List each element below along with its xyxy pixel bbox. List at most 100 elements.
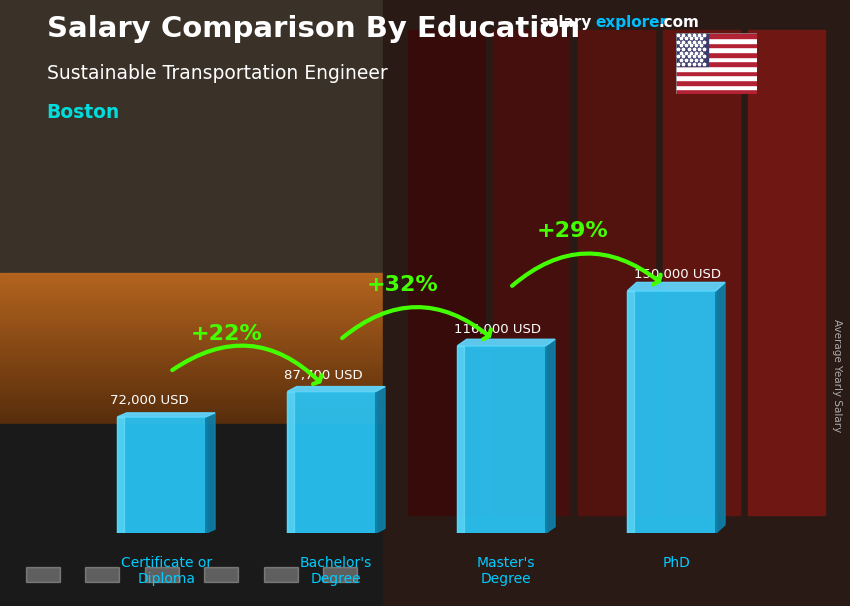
Polygon shape xyxy=(376,387,385,533)
Text: +29%: +29% xyxy=(537,221,609,241)
Polygon shape xyxy=(546,339,555,533)
Bar xyxy=(457,346,546,533)
Bar xyxy=(144,567,178,582)
Bar xyxy=(0,371,468,373)
Bar xyxy=(0,423,468,425)
Text: PhD: PhD xyxy=(662,556,690,570)
Text: 116,000 USD: 116,000 USD xyxy=(454,323,541,336)
Bar xyxy=(0,357,468,360)
Bar xyxy=(676,47,756,52)
Bar xyxy=(0,355,468,357)
Polygon shape xyxy=(627,291,634,533)
Bar xyxy=(0,311,468,313)
Text: Certificate or
Diploma: Certificate or Diploma xyxy=(121,556,212,586)
Text: Salary Comparison By Education: Salary Comparison By Education xyxy=(47,15,580,43)
Bar xyxy=(0,347,468,349)
Bar xyxy=(0,295,468,297)
Bar xyxy=(0,417,468,420)
Bar xyxy=(0,344,468,346)
Bar xyxy=(0,333,468,336)
Bar xyxy=(0,0,850,273)
Text: Boston: Boston xyxy=(47,103,120,122)
Bar xyxy=(0,322,468,325)
Bar xyxy=(0,401,468,404)
Bar xyxy=(0,341,468,344)
Bar xyxy=(408,30,484,515)
Text: Bachelor's
Degree: Bachelor's Degree xyxy=(300,556,372,586)
Bar xyxy=(0,379,468,382)
Bar xyxy=(676,52,756,56)
Bar xyxy=(0,384,468,387)
Bar xyxy=(0,302,468,305)
Bar xyxy=(287,391,376,533)
Bar xyxy=(0,308,468,311)
Bar xyxy=(0,390,468,393)
Bar xyxy=(0,360,468,362)
Bar xyxy=(676,33,708,66)
Text: .com: .com xyxy=(659,15,700,30)
Text: 150,000 USD: 150,000 USD xyxy=(634,268,721,281)
Bar xyxy=(0,434,468,436)
Bar xyxy=(0,281,468,284)
Text: Average Yearly Salary: Average Yearly Salary xyxy=(832,319,842,432)
Polygon shape xyxy=(627,282,725,291)
Bar xyxy=(676,89,756,94)
Bar xyxy=(0,300,468,302)
Bar xyxy=(0,289,468,291)
Bar xyxy=(117,417,206,533)
Text: +32%: +32% xyxy=(367,275,439,295)
Bar xyxy=(382,0,850,606)
Bar xyxy=(0,424,850,606)
Bar xyxy=(0,338,468,341)
Bar xyxy=(0,327,468,330)
Polygon shape xyxy=(457,346,464,533)
Bar xyxy=(0,376,468,379)
Bar xyxy=(0,365,468,368)
Bar xyxy=(0,351,468,355)
Bar xyxy=(578,30,654,515)
Text: salary: salary xyxy=(540,15,592,30)
Bar xyxy=(0,431,468,434)
Bar xyxy=(323,567,357,582)
Bar xyxy=(0,420,468,423)
Bar xyxy=(0,393,468,395)
Bar xyxy=(264,567,298,582)
Bar xyxy=(0,368,468,371)
Bar xyxy=(676,33,756,38)
Bar xyxy=(0,292,468,295)
Polygon shape xyxy=(117,417,124,533)
Text: explorer: explorer xyxy=(595,15,667,30)
Bar xyxy=(748,30,824,515)
Text: 72,000 USD: 72,000 USD xyxy=(110,395,189,407)
Bar xyxy=(0,373,468,376)
Bar xyxy=(0,382,468,384)
Bar xyxy=(676,80,756,85)
Bar xyxy=(663,30,740,515)
Bar xyxy=(0,362,468,365)
Text: 87,700 USD: 87,700 USD xyxy=(284,369,362,382)
Bar xyxy=(0,425,468,428)
Bar xyxy=(0,406,468,409)
Bar xyxy=(0,297,468,300)
Bar xyxy=(0,284,468,286)
Bar xyxy=(0,325,468,327)
Bar xyxy=(676,61,756,66)
Bar xyxy=(0,404,468,406)
Bar xyxy=(0,314,468,316)
Bar xyxy=(0,412,468,415)
Bar xyxy=(627,291,716,533)
Polygon shape xyxy=(287,387,385,391)
Bar xyxy=(676,66,756,71)
Text: +22%: +22% xyxy=(190,324,262,344)
Bar xyxy=(676,85,756,89)
Bar xyxy=(0,387,468,390)
Bar xyxy=(676,75,756,80)
Bar xyxy=(0,398,468,401)
Polygon shape xyxy=(716,282,725,533)
Bar xyxy=(0,278,468,281)
Bar xyxy=(0,305,468,308)
Bar xyxy=(0,409,468,412)
Polygon shape xyxy=(457,339,555,346)
Bar xyxy=(0,287,468,289)
Bar xyxy=(0,275,468,278)
